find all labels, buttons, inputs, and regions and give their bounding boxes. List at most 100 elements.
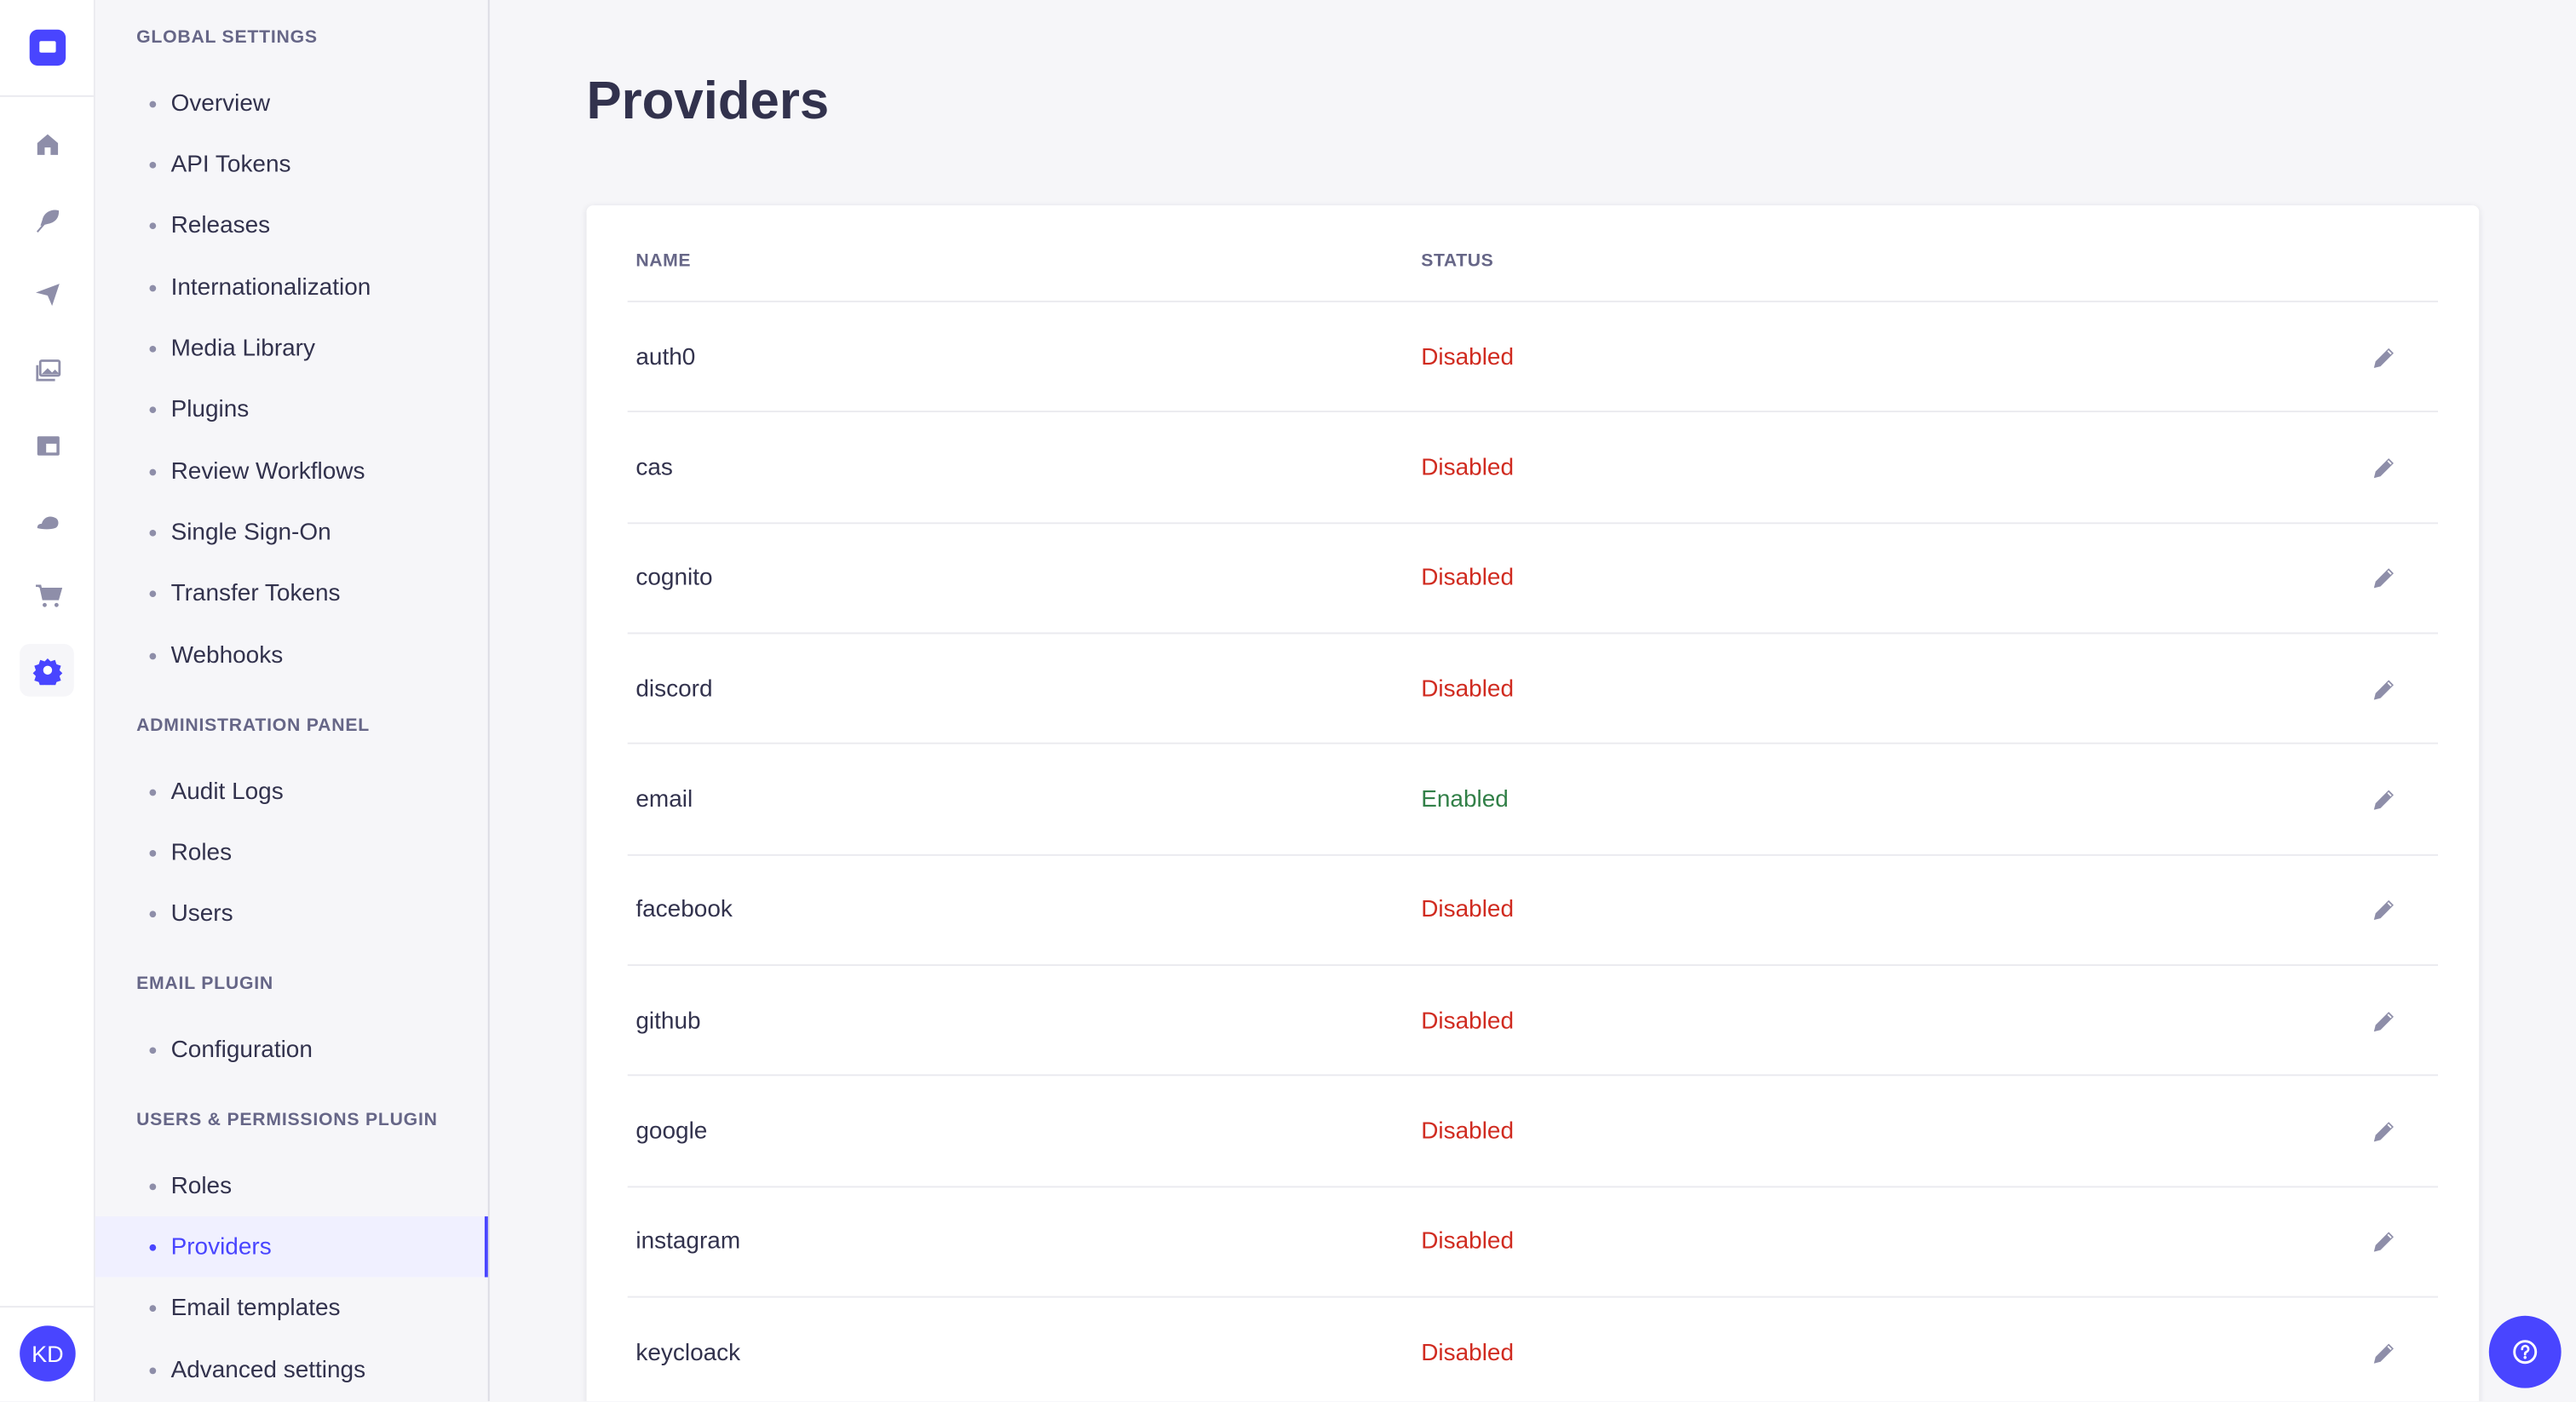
table-row: email Enabled	[627, 743, 2438, 854]
provider-name: auth0	[635, 344, 696, 371]
subnav-item-label: API Tokens	[170, 152, 291, 178]
section-title: Administration Panel	[136, 715, 370, 736]
nav-images-button[interactable]	[20, 343, 74, 396]
edit-button[interactable]	[2369, 453, 2399, 483]
subnav-item-roles[interactable]: Roles	[95, 823, 488, 883]
bullet	[149, 652, 157, 659]
column-header-name: Name	[635, 251, 692, 272]
provider-name: facebook	[635, 897, 733, 924]
provider-name: email	[635, 786, 693, 813]
table-row: keycloack Disabled	[627, 1296, 2438, 1401]
provider-name: cognito	[635, 565, 713, 592]
layout-icon	[36, 435, 59, 456]
edit-button[interactable]	[2369, 564, 2399, 594]
bullet	[149, 1182, 157, 1190]
logo[interactable]	[29, 29, 66, 66]
bullet	[149, 345, 157, 353]
table-row: auth0 Disabled	[627, 300, 2438, 412]
nav-paper-plane-button[interactable]	[20, 268, 74, 321]
user-avatar[interactable]: KD	[20, 1325, 76, 1382]
bullet	[149, 222, 157, 230]
main-nav-rail: KD	[0, 0, 95, 1402]
bullet	[149, 590, 157, 598]
nav-feather-button[interactable]	[20, 193, 74, 246]
nav-gear-button[interactable]	[20, 643, 74, 697]
subnav-item-plugins[interactable]: Plugins	[95, 380, 488, 440]
nav-home-button[interactable]	[20, 118, 74, 171]
pencil-icon	[2373, 790, 2394, 810]
bullet	[149, 1244, 157, 1251]
table-row: cognito Disabled	[627, 521, 2438, 634]
subnav-item-label: Email templates	[170, 1296, 341, 1322]
edit-button[interactable]	[2369, 785, 2399, 815]
subnav-item-label: Transfer Tokens	[170, 581, 341, 608]
pencil-icon	[2373, 1122, 2394, 1142]
bullet	[149, 911, 157, 918]
edit-button[interactable]	[2369, 896, 2399, 926]
subnav-item-single-sign-on[interactable]: Single Sign-On	[95, 503, 488, 563]
subnav-item-api-tokens[interactable]: API Tokens	[95, 135, 488, 195]
subnav-item-media-library[interactable]: Media Library	[95, 319, 488, 379]
subnav-item-label: Advanced settings	[170, 1357, 366, 1383]
providers-table: Name Status auth0 Disabled cas Disabled …	[586, 205, 2480, 1402]
table-row: discord Disabled	[627, 632, 2438, 744]
settings-subnav: Global Settings Overview API Tokens Release…	[95, 0, 490, 1402]
status-text: Disabled	[1421, 897, 1515, 924]
bullet	[149, 849, 157, 857]
edit-button[interactable]	[2369, 1117, 2399, 1146]
status-text: Disabled	[1421, 1229, 1515, 1255]
subnav-item-label: Audit Logs	[170, 779, 284, 805]
subnav-item-label: Review Workflows	[170, 458, 365, 486]
edit-button[interactable]	[2369, 675, 2399, 704]
nav-cloud-button[interactable]	[20, 494, 74, 547]
bullet	[149, 1366, 157, 1374]
subnav-item-advanced-settings[interactable]: Advanced settings	[95, 1340, 488, 1400]
subnav-item-label: Plugins	[170, 397, 250, 424]
edit-button[interactable]	[2369, 1006, 2399, 1036]
pencil-icon	[2373, 347, 2394, 368]
subnav-item-audit-logs[interactable]: Audit Logs	[95, 761, 488, 822]
table-row: facebook Disabled	[627, 853, 2438, 965]
subnav-item-overview[interactable]: Overview	[95, 73, 488, 134]
column-header-status: Status	[1421, 251, 1494, 272]
divider	[0, 95, 94, 97]
subnav-item-label: Overview	[170, 90, 271, 117]
table-row: google Disabled	[627, 1075, 2438, 1187]
status-text: Disabled	[1421, 1340, 1515, 1366]
question-icon	[2513, 1340, 2538, 1365]
status-text: Disabled	[1421, 565, 1515, 592]
table-row: cas Disabled	[627, 411, 2438, 523]
subnav-item-label: Roles	[170, 1172, 233, 1199]
subnav-item-transfer-tokens[interactable]: Transfer Tokens	[95, 564, 488, 624]
provider-name: keycloack	[635, 1340, 741, 1366]
pencil-icon	[2373, 679, 2394, 699]
edit-button[interactable]	[2369, 342, 2399, 372]
edit-button[interactable]	[2369, 1338, 2399, 1368]
images-icon	[35, 359, 60, 382]
status-text: Disabled	[1421, 344, 1515, 371]
subnav-item-review-workflows[interactable]: Review Workflows	[95, 441, 488, 502]
subnav-item-releases[interactable]: Releases	[95, 196, 488, 256]
subnav-item-internationalization[interactable]: Internationalization	[95, 257, 488, 318]
edit-button[interactable]	[2369, 1227, 2399, 1257]
bullet	[149, 468, 157, 475]
pencil-icon	[2373, 568, 2394, 589]
feather-icon	[36, 209, 59, 233]
bullet	[149, 788, 157, 796]
provider-name: discord	[635, 675, 713, 703]
pencil-icon	[2373, 457, 2394, 478]
subnav-item-users[interactable]: Users	[95, 884, 488, 945]
subnav-item-providers[interactable]: Providers	[95, 1216, 488, 1278]
subnav-item-roles[interactable]: Roles	[95, 1156, 488, 1216]
cloud-icon	[36, 515, 58, 529]
subnav-item-label: Single Sign-On	[170, 520, 331, 547]
pencil-icon	[2373, 1342, 2394, 1364]
status-text: Disabled	[1421, 1118, 1515, 1146]
subnav-item-email-templates[interactable]: Email templates	[95, 1278, 488, 1339]
subnav-item-configuration[interactable]: Configuration	[95, 1020, 488, 1080]
gear-icon	[32, 658, 62, 686]
nav-cart-button[interactable]	[20, 569, 74, 622]
help-button[interactable]	[2488, 1315, 2562, 1388]
subnav-item-webhooks[interactable]: Webhooks	[95, 625, 488, 686]
nav-layout-button[interactable]	[20, 418, 74, 471]
